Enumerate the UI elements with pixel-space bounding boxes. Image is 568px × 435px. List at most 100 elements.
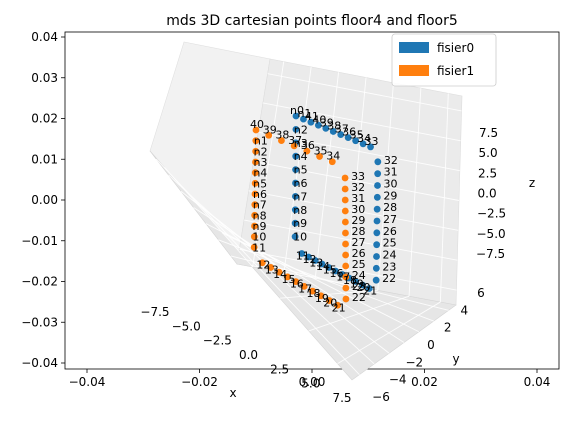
- data-point-fisier1: [290, 142, 298, 150]
- data-point-fisier0: [373, 193, 381, 201]
- data-point-fisier1: [250, 233, 258, 241]
- data-point-fisier0: [305, 253, 312, 261]
- point-label-fisier0: 30: [384, 178, 398, 191]
- wall-gridline-y: [439, 93, 449, 303]
- point-label-fisier0: n8: [293, 204, 307, 217]
- point-label-fisier0: n7: [293, 190, 307, 203]
- point-label-fisier1: 31: [351, 192, 365, 205]
- data-point-fisier0: [359, 281, 366, 289]
- data-point-fisier1: [300, 282, 308, 290]
- data-point-fisier1: [275, 268, 283, 276]
- outer-y-tick-label: −0.03: [21, 315, 58, 329]
- 3d-gridlines: [155, 61, 462, 375]
- data-point-fisier0: [365, 285, 373, 292]
- y-tick-label: 2: [444, 321, 452, 335]
- point-label-fisier0: 21: [363, 285, 377, 298]
- point-label-fisier0: 12: [303, 253, 317, 266]
- data-point-fisier1: [251, 211, 259, 219]
- data-point-fisier0: [373, 253, 380, 260]
- point-label-fisier1: 27: [352, 236, 366, 249]
- point-label-fisier0: 22: [382, 272, 396, 285]
- data-point-fisier1: [251, 190, 259, 198]
- data-point-fisier0: [329, 128, 337, 135]
- point-label-fisier0: 15: [323, 264, 337, 277]
- point-label-fisier1: 33: [351, 170, 365, 183]
- data-point-fisier0: [291, 219, 299, 227]
- point-label-fisier1: 24: [352, 269, 366, 282]
- point-label-fisier1: n3: [254, 156, 268, 169]
- x-tick-label: 5.0: [301, 377, 320, 391]
- outer-x-tick-label: 0.04: [524, 375, 551, 389]
- point-labels: n0n1414039383736353433323130292827262524…: [250, 104, 398, 314]
- z-axis-label: z: [529, 176, 535, 190]
- point-label-fisier1: n6: [253, 188, 267, 201]
- point-label-fisier0: 39: [320, 116, 334, 129]
- wall-gridline-z: [258, 131, 460, 172]
- outer-y-tick-label: 0.02: [31, 112, 58, 126]
- point-label-fisier0: n0: [290, 104, 304, 117]
- data-point-fisier0: [374, 182, 381, 189]
- data-point-fisier0: [325, 264, 333, 271]
- point-label-fisier0: 41: [305, 110, 319, 123]
- floor-gridline-y: [308, 295, 410, 332]
- point-label-fisier0: 34: [357, 132, 371, 145]
- z-tick-label: 2.5: [478, 166, 497, 180]
- point-label-fisier1: 14: [273, 268, 287, 281]
- point-label-fisier0: 16: [330, 267, 344, 280]
- data-point-fisier1: [252, 126, 260, 134]
- x-axis-label: x: [229, 386, 236, 400]
- point-label-fisier1: 36: [301, 139, 315, 152]
- data-point-fisier1: [284, 273, 291, 281]
- data-point-fisier0: [300, 115, 307, 123]
- data-point-fisier0: [344, 134, 352, 142]
- point-label-fisier1: 23: [352, 280, 366, 293]
- data-point-fisier1: [341, 174, 349, 182]
- data-point-fisier1: [328, 158, 336, 166]
- data-point-fisier0: [292, 166, 299, 174]
- outer-axis-ticks: 0.040.030.020.010.00−0.01−0.02−0.03−0.04…: [21, 30, 550, 389]
- data-point-fisier0: [318, 260, 326, 268]
- data-point-fisier1: [341, 185, 349, 193]
- y-tick-label: 0: [427, 338, 435, 352]
- point-label-fisier1: 15: [281, 273, 295, 286]
- data-point-fisier1: [292, 278, 300, 286]
- point-label-fisier1: 35: [314, 144, 328, 157]
- point-label-fisier1: 30: [351, 203, 365, 216]
- x-tick-label: 7.5: [332, 391, 351, 405]
- data-point-fisier0: [373, 205, 381, 213]
- data-point-fisier1: [342, 284, 350, 292]
- outer-y-tick-label: −0.01: [21, 234, 58, 248]
- data-point-fisier1: [309, 287, 316, 295]
- point-label-fisier0: 36: [342, 126, 356, 139]
- point-label-fisier1: 39: [263, 123, 277, 136]
- point-label-fisier0: 33: [365, 135, 379, 148]
- point-label-fisier1: 37: [288, 134, 302, 147]
- floor-gridline-x: [205, 223, 420, 333]
- point-label-fisier0: 26: [383, 225, 397, 238]
- outer-y-tick-label: −0.02: [21, 275, 58, 289]
- outer-y-tick-label: 0.04: [31, 30, 58, 44]
- outer-y-tick-label: 0.01: [31, 152, 58, 166]
- point-label-fisier0: n6: [294, 177, 308, 190]
- data-point-fisier0: [372, 264, 380, 272]
- point-label-fisier1: 13: [265, 263, 279, 276]
- y-tick-label: −4: [389, 373, 407, 387]
- y-tick-label: 6: [477, 286, 485, 300]
- point-label-fisier0: 11: [296, 250, 310, 263]
- point-label-fisier0: 24: [383, 249, 397, 262]
- z-tick-label: 0.0: [478, 187, 497, 201]
- wall-gridline-z: [262, 102, 461, 142]
- data-point-fisier1: [251, 169, 259, 177]
- data-point-fisier1: [251, 179, 259, 187]
- point-label-fisier0: 28: [383, 201, 397, 214]
- data-point-fisier0: [292, 152, 300, 160]
- point-label-fisier0: 35: [350, 129, 364, 142]
- point-label-fisier0: 19: [350, 278, 364, 291]
- z-tick-label: 5.0: [479, 146, 498, 160]
- point-label-fisier1: 16: [290, 278, 304, 291]
- 3d-panes: [149, 41, 463, 381]
- point-label-fisier1: 10: [252, 231, 266, 244]
- point-label-fisier0: n2: [294, 123, 308, 136]
- floor-gridline-y: [337, 301, 441, 365]
- floor-gridline-y: [279, 289, 378, 299]
